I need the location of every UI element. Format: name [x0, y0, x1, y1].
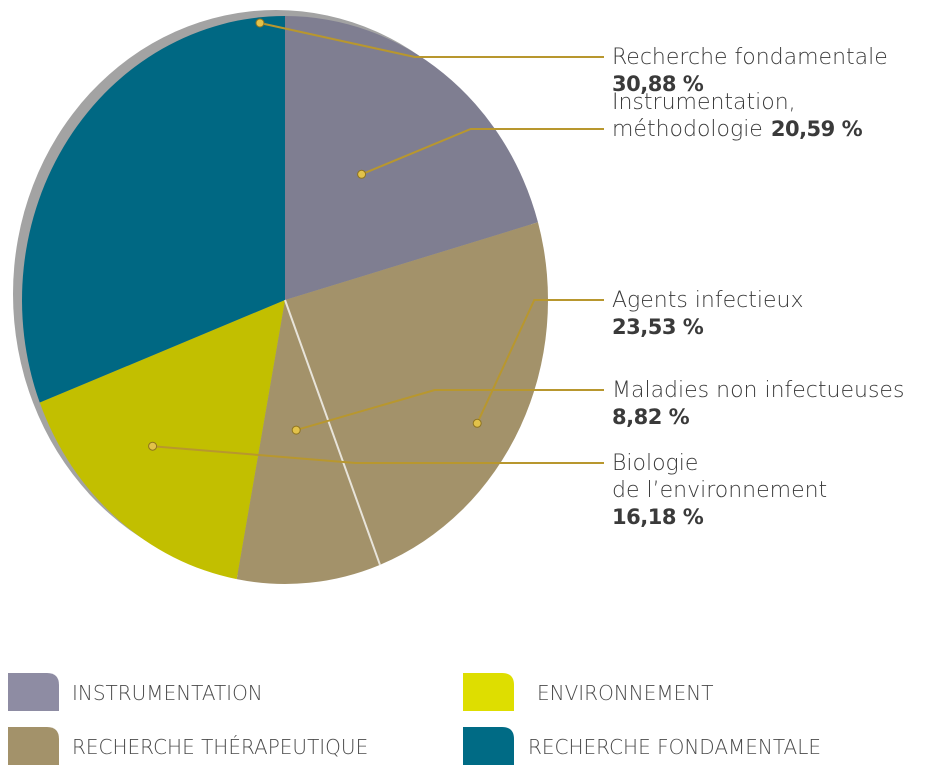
legend-swatch-3 [8, 727, 59, 765]
legend: INSTRUMENTATION ENVIRONNEMENT RECHERCHE TH… [8, 673, 821, 765]
leader-lines [148, 18, 604, 464]
leader-dot-2 [472, 418, 482, 428]
slice-separator [284, 299, 381, 566]
legend-label-2: ENVIRONNEMENT [537, 681, 713, 705]
slice-value-5: 30,88 % [612, 72, 704, 96]
pie-slice-3 [236, 300, 380, 585]
leader-line-2 [476, 299, 604, 424]
slice-label-3-line-1: Maladies non infectueuses [612, 378, 904, 403]
slice-label-4-line-2: de l’environnement [612, 478, 827, 503]
slice-label-2-line-1: Agents infectieux [612, 288, 803, 313]
leader-dot-1 [357, 169, 367, 179]
leader-line-1 [361, 128, 604, 176]
leader-line-5 [259, 22, 604, 58]
leader-dot-4 [148, 441, 158, 451]
slice-separators [284, 299, 381, 566]
legend-label-4: RECHERCHE FONDAMENTALE [528, 735, 821, 759]
pie-slice-5 [22, 16, 285, 403]
pie-slices [22, 16, 549, 585]
legend-swatch-4 [463, 727, 514, 765]
legend-swatch-1 [8, 673, 59, 711]
leader-dot-5 [255, 18, 265, 28]
leader-line-3 [295, 389, 604, 432]
pie-slice-2 [285, 222, 549, 565]
leader-line-4 [152, 445, 604, 464]
slice-value-4: 16,18 % [612, 505, 704, 529]
legend-swatch-2 [463, 673, 514, 711]
slice-value-3: 8,82 % [612, 405, 690, 429]
slice-label-1-line-1: Instrumentation, [612, 90, 796, 115]
pie-slice-4 [39, 300, 285, 580]
legend-label-1: INSTRUMENTATION [72, 681, 263, 705]
slice-label-4-line-1: Biologie [612, 451, 698, 476]
slice-label-1-line-2: méthodologie 20,59 % [612, 117, 863, 142]
slice-label-5-line-1: Recherche fondamentale [612, 45, 888, 70]
legend-label-3: RECHERCHE THÉRAPEUTIQUE [72, 735, 368, 759]
slice-value-1: 20,59 % [771, 117, 863, 141]
leader-dot-3 [291, 425, 301, 435]
pie-slice-1 [285, 16, 538, 300]
slice-labels: Instrumentation,méthodologie 20,59 % Agent… [612, 45, 904, 529]
slice-value-2: 23,53 % [612, 315, 704, 339]
